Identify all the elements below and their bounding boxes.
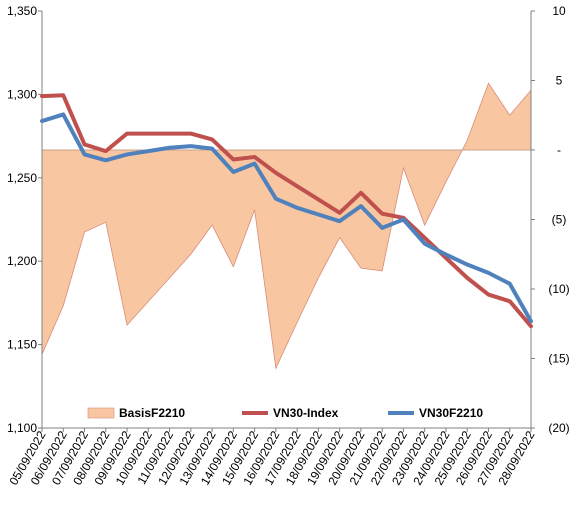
right-tick-label: 5 [556,74,563,88]
right-tick-label: (15) [548,352,569,366]
left-tick-label: 1,150 [7,338,37,352]
left-tick-label: 1,200 [7,254,37,268]
left-tick-label: 1,100 [7,421,37,435]
series-line-vn30f2210 [40,112,533,324]
series-line-vn30-index [40,93,533,329]
legend-swatch-basis [87,407,115,419]
right-tick-label: (5) [552,213,567,227]
legend-label: BasisF2210 [119,406,185,420]
right-tick-label: - [557,143,561,157]
left-tick-label: 1,300 [7,87,37,101]
right-tick-label: (20) [548,421,569,435]
basis-area [42,83,531,369]
left-tick-label: 1,350 [7,4,37,18]
right-tick-label: (10) [548,282,569,296]
right-tick-label: 10 [552,4,566,18]
legend-label: VN30-Index [273,406,339,420]
legend-label: VN30F2210 [419,406,483,420]
basis-area-edge [41,82,532,370]
left-tick-label: 1,250 [7,171,37,185]
